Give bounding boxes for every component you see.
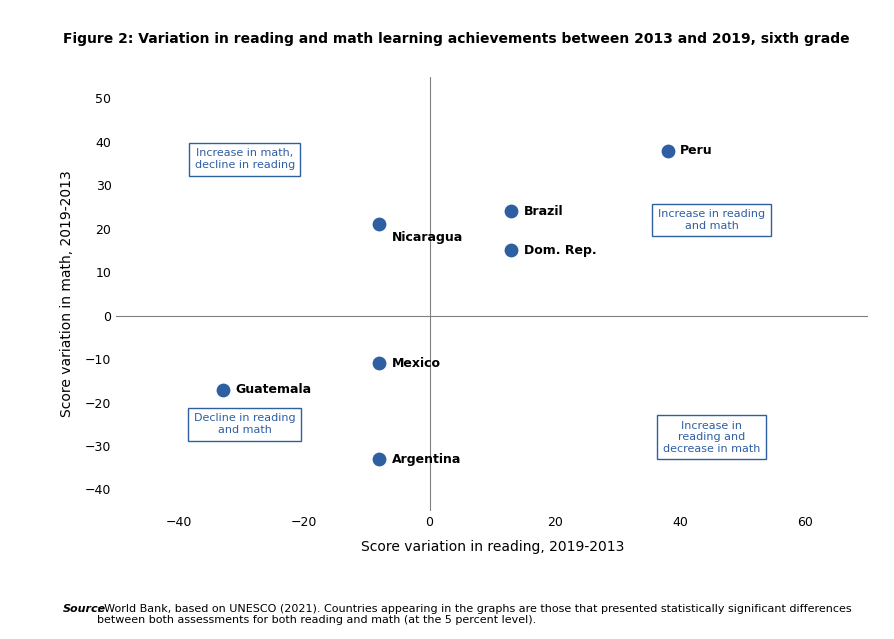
Text: Brazil: Brazil: [523, 205, 562, 218]
Text: Dom. Rep.: Dom. Rep.: [523, 244, 595, 257]
Point: [372, 358, 386, 369]
Text: Nicaragua: Nicaragua: [392, 231, 463, 244]
Text: Peru: Peru: [679, 144, 712, 157]
Text: Figure 2: Variation in reading and math learning achievements between 2013 and 2: Figure 2: Variation in reading and math …: [63, 32, 848, 46]
Point: [372, 454, 386, 464]
Text: Argentina: Argentina: [392, 452, 461, 466]
Text: Mexico: Mexico: [392, 357, 441, 370]
Text: Increase in math,
decline in reading: Increase in math, decline in reading: [194, 148, 295, 170]
Text: Guatemala: Guatemala: [235, 383, 311, 396]
Text: Decline in reading
and math: Decline in reading and math: [194, 413, 295, 435]
X-axis label: Score variation in reading, 2019-2013: Score variation in reading, 2019-2013: [360, 540, 623, 554]
Text: Increase in reading
and math: Increase in reading and math: [657, 209, 764, 231]
Point: [660, 146, 674, 156]
Point: [503, 245, 518, 256]
Point: [215, 385, 230, 395]
Y-axis label: Score variation in math, 2019-2013: Score variation in math, 2019-2013: [60, 171, 74, 417]
Text: : World Bank, based on UNESCO (2021). Countries appearing in the graphs are thos: : World Bank, based on UNESCO (2021). Co…: [97, 604, 850, 626]
Text: Source: Source: [63, 604, 105, 614]
Point: [503, 206, 518, 217]
Point: [372, 219, 386, 229]
Text: Increase in
reading and
decrease in math: Increase in reading and decrease in math: [662, 420, 759, 454]
